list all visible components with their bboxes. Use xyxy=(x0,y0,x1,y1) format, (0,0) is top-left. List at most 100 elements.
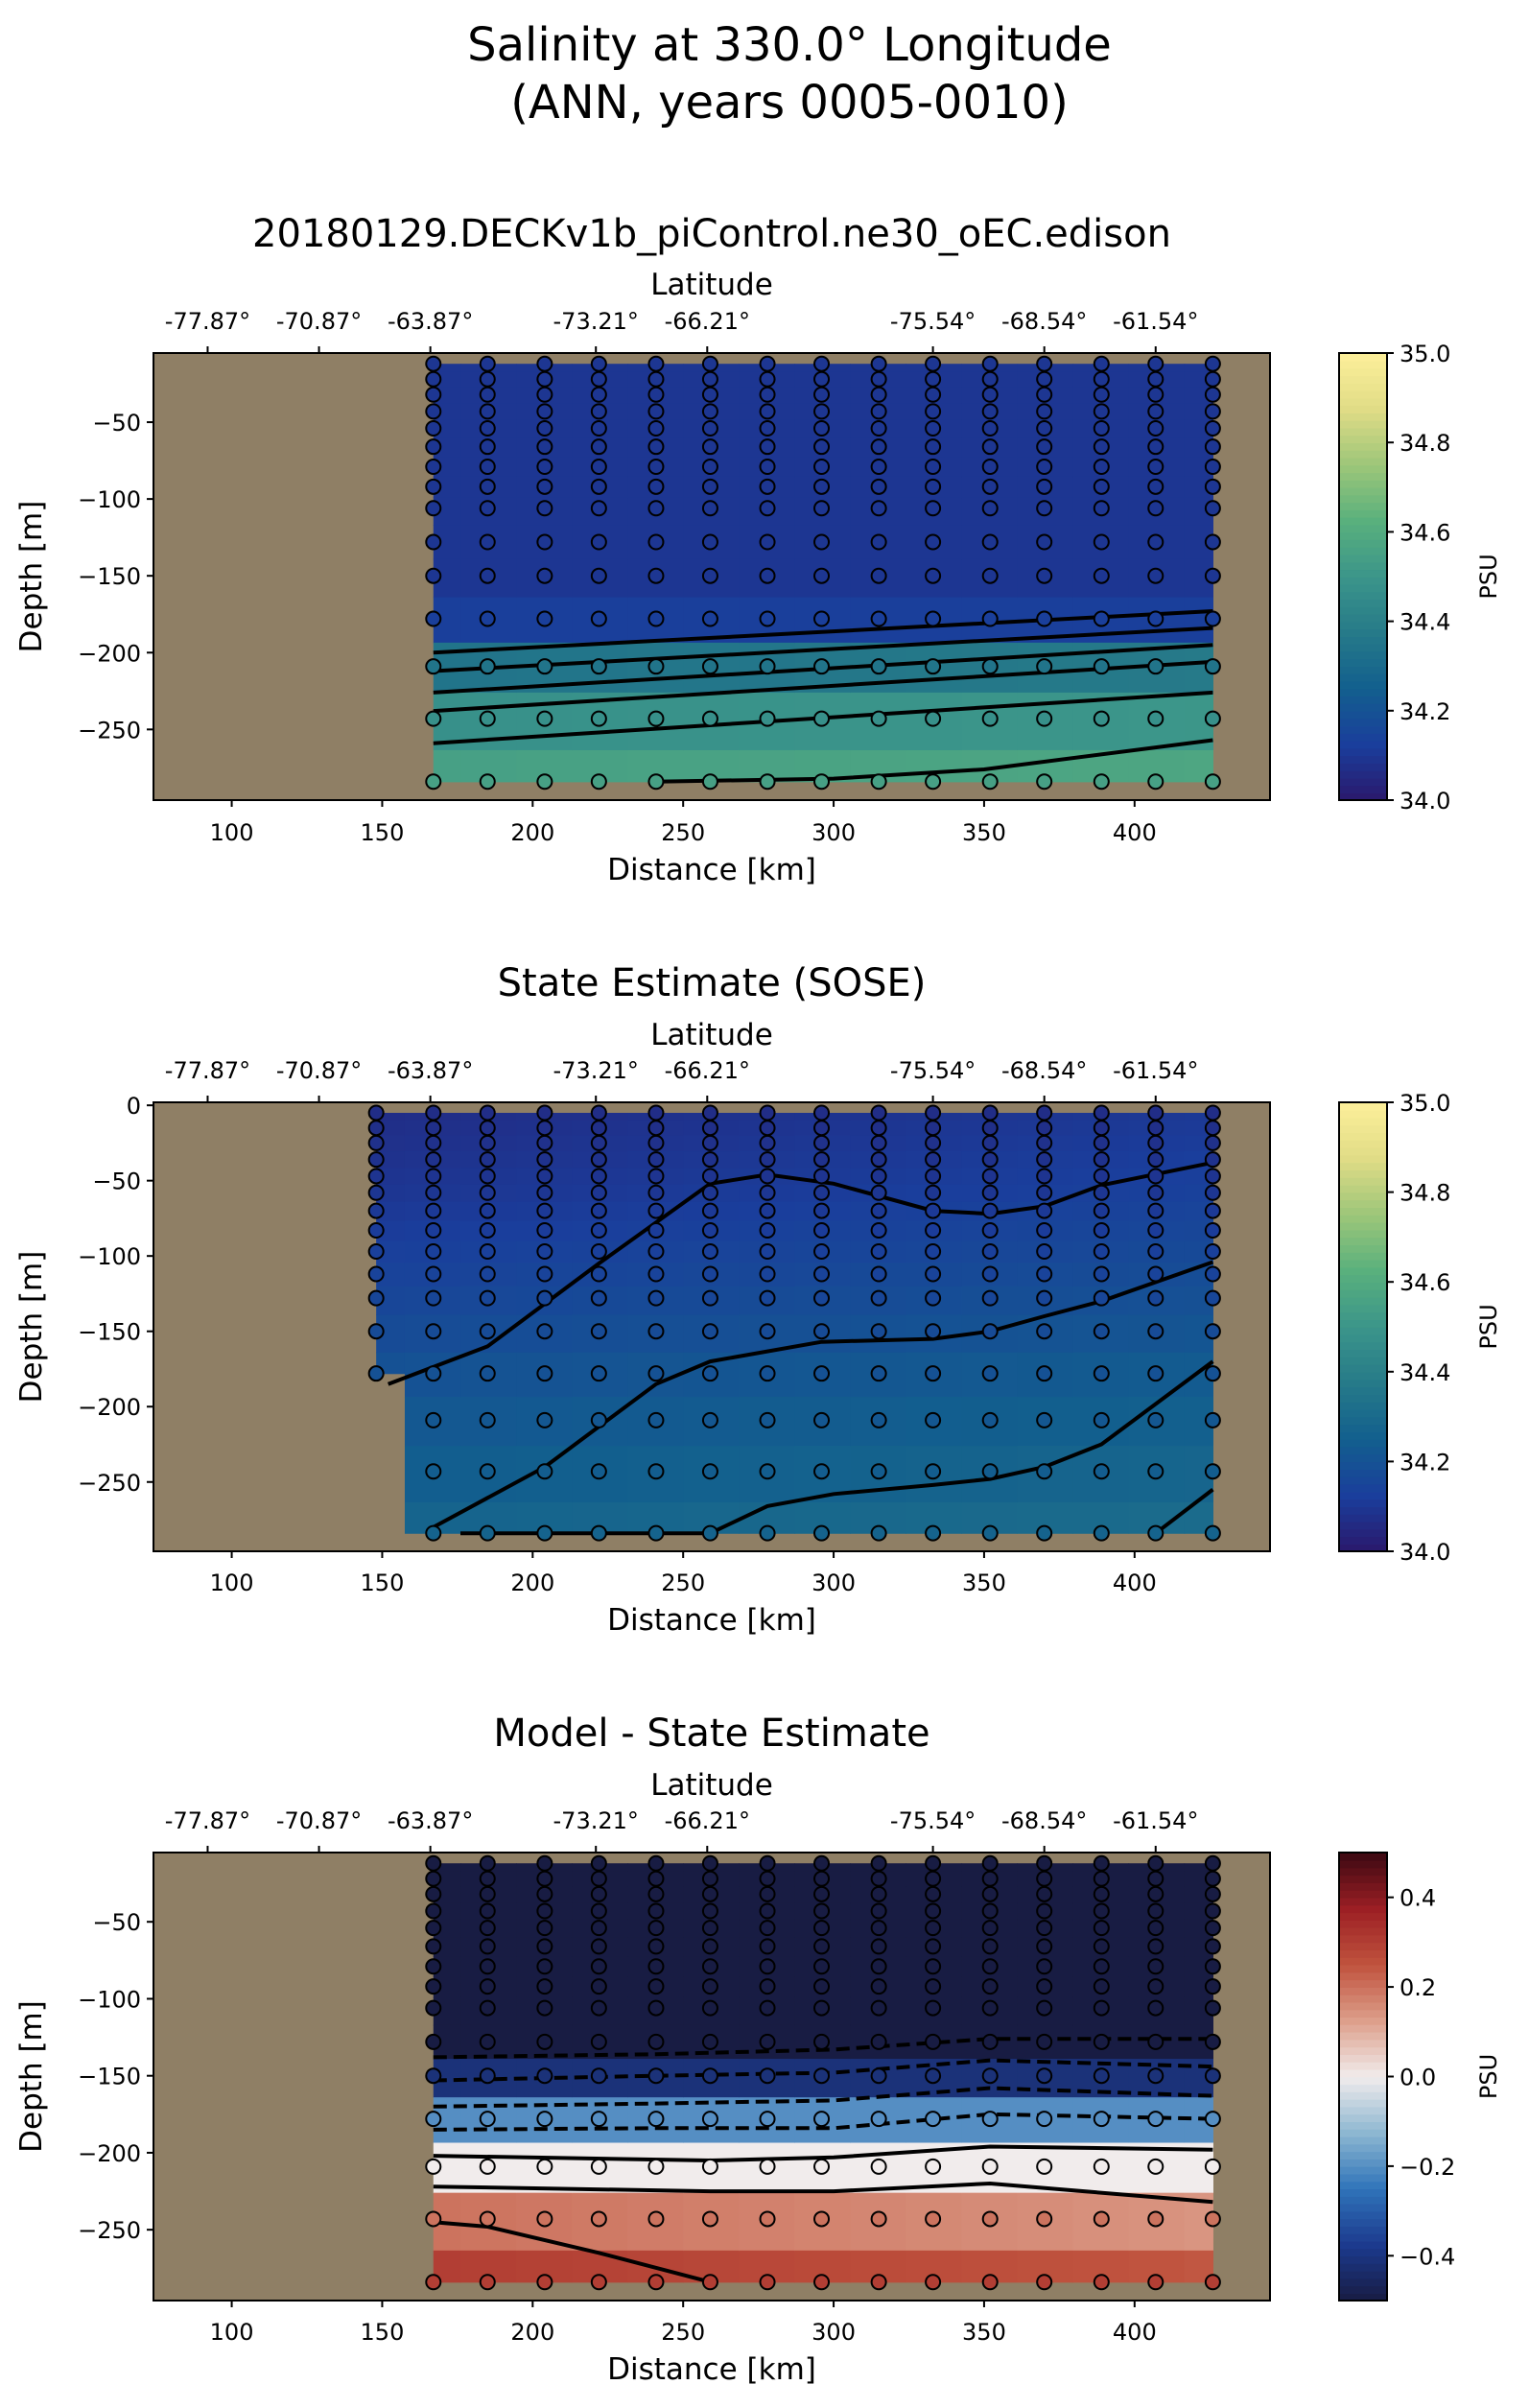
sample-marker xyxy=(647,2067,665,2085)
sample-marker xyxy=(1093,2033,1110,2050)
latitude-tick-label: -63.87° xyxy=(388,1807,473,1834)
sample-marker xyxy=(701,1168,718,1185)
sample-marker xyxy=(701,500,718,517)
field-cell xyxy=(433,476,461,499)
sample-marker xyxy=(925,1999,942,2017)
sample-marker xyxy=(813,1978,831,1995)
sample-marker xyxy=(1036,2111,1053,2128)
latitude-tick-label: -75.54° xyxy=(890,308,976,335)
sample-marker xyxy=(701,1134,718,1151)
sample-marker xyxy=(1147,1323,1164,1340)
sample-marker xyxy=(813,1323,831,1340)
sample-marker xyxy=(759,658,776,675)
sample-marker xyxy=(536,1221,553,1239)
sample-marker xyxy=(813,2158,831,2175)
colorbar-tick-label: −0.2 xyxy=(1400,2154,1455,2181)
sample-marker xyxy=(759,1265,776,1283)
colorbar-segment xyxy=(1339,2232,1387,2242)
sample-marker xyxy=(1036,710,1053,727)
x-tick-label: 150 xyxy=(361,2319,405,2346)
colorbar-segment xyxy=(1339,1266,1387,1276)
field-cell xyxy=(433,457,461,478)
colorbar-segment xyxy=(1339,1215,1387,1223)
field-cell xyxy=(1184,1240,1213,1263)
colorbar-segment xyxy=(1339,1942,1387,1950)
sample-marker xyxy=(1036,1289,1053,1307)
sample-marker xyxy=(1093,2274,1110,2291)
sample-marker xyxy=(479,1885,496,1902)
sample-marker xyxy=(536,2274,553,2291)
sample-marker xyxy=(925,2111,942,2128)
sample-marker xyxy=(536,1120,553,1137)
colorbar-tick-label: 34.6 xyxy=(1400,1269,1450,1296)
sample-marker xyxy=(813,2210,831,2228)
sample-marker xyxy=(870,2111,887,2128)
sample-marker xyxy=(536,1134,553,1151)
sample-marker xyxy=(479,1120,496,1137)
sample-marker xyxy=(759,1885,776,1902)
y-axis-label: Depth [m] xyxy=(14,1251,49,1404)
sample-marker xyxy=(870,1365,887,1382)
sample-marker xyxy=(590,355,607,372)
sample-marker xyxy=(1036,1938,1053,1955)
y-tick-label: −250 xyxy=(78,2217,141,2244)
sample-marker xyxy=(701,2067,718,2085)
colorbar-segment xyxy=(1339,1536,1387,1545)
sample-marker xyxy=(1036,1221,1053,1239)
sample-marker xyxy=(759,2158,776,2175)
sample-marker xyxy=(1204,1870,1221,1887)
sample-marker xyxy=(1204,1151,1221,1169)
sample-marker xyxy=(813,1902,831,1920)
sample-marker xyxy=(590,1184,607,1201)
colorbar-segment xyxy=(1339,1140,1387,1148)
sample-marker xyxy=(981,419,999,437)
sample-marker xyxy=(813,1870,831,1887)
sample-marker xyxy=(813,1265,831,1283)
sample-marker xyxy=(925,1365,942,1382)
colorbar-segment xyxy=(1339,2188,1387,2197)
sample-marker xyxy=(425,1289,442,1307)
sample-marker xyxy=(701,2033,718,2050)
sample-marker xyxy=(1093,1958,1110,1975)
sample-marker xyxy=(981,2158,999,2175)
sample-marker xyxy=(647,1221,665,1239)
sample-marker xyxy=(479,2067,496,2085)
colorbar-tick-label: 34.4 xyxy=(1400,1359,1450,1386)
sample-marker xyxy=(590,419,607,437)
y-tick-label: −150 xyxy=(78,563,141,590)
sample-marker xyxy=(1036,773,1053,791)
sample-marker xyxy=(1093,1120,1110,1137)
sample-marker xyxy=(870,658,887,675)
sample-marker xyxy=(813,1920,831,1937)
colorbar-segment xyxy=(1339,2084,1387,2092)
sample-marker xyxy=(925,567,942,584)
sample-marker xyxy=(479,1524,496,1542)
sample-marker xyxy=(647,2033,665,2050)
sample-marker xyxy=(813,1120,831,1137)
colorbar-segment xyxy=(1339,696,1387,704)
sample-marker xyxy=(536,1854,553,1872)
sample-marker xyxy=(701,1151,718,1169)
sample-marker xyxy=(1036,370,1053,388)
sample-marker xyxy=(425,1365,442,1382)
colorbar-segment xyxy=(1339,2293,1387,2302)
sample-marker xyxy=(759,1323,776,1340)
sample-marker xyxy=(1093,567,1110,584)
sample-marker xyxy=(1036,2274,1053,2291)
colorbar-segment xyxy=(1339,1408,1387,1418)
colorbar-segment xyxy=(1339,1154,1387,1164)
colorbar-segment xyxy=(1339,747,1387,757)
sample-marker xyxy=(1036,1202,1053,1219)
colorbar-tick-label: 0.2 xyxy=(1400,1974,1436,2001)
sample-marker xyxy=(701,1323,718,1340)
sample-marker xyxy=(925,1202,942,1219)
sample-marker xyxy=(1093,773,1110,791)
sample-marker xyxy=(536,1958,553,1975)
sample-marker xyxy=(479,2111,496,2128)
sample-marker xyxy=(981,1870,999,1887)
latitude-tick-label: -70.87° xyxy=(276,1807,362,1834)
x-tick-label: 400 xyxy=(1113,1570,1157,1596)
colorbar-segment xyxy=(1339,1859,1387,1869)
colorbar-segment xyxy=(1339,546,1387,555)
